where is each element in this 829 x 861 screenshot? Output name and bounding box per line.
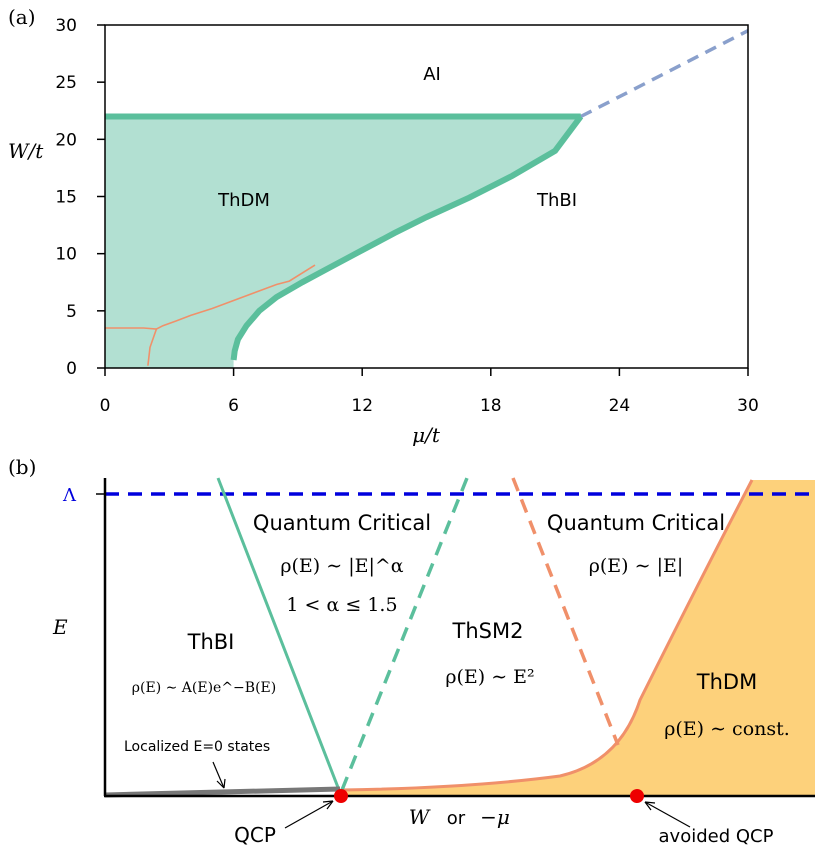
- region-formula-thbi: ρ(E) ∼ A(E)e^−B(E): [132, 680, 276, 696]
- region-title-qc-right: Quantum Critical: [547, 511, 725, 535]
- panel-b-diagram: Λ E W or −μ ThBI ρ(E) ∼ A(E)e^−B(E) Quan…: [52, 477, 815, 847]
- y-tick-label: 0: [66, 359, 77, 379]
- w-axis-label-mu: −μ: [480, 805, 510, 829]
- thdm-orange-fill: [342, 480, 815, 795]
- localized-states-line: [104, 786, 341, 798]
- panel-a-label: (a): [8, 5, 36, 29]
- x-tick-label: 6: [228, 396, 239, 416]
- ai-boundary-dashed-line: [580, 29, 748, 119]
- y-tick-label: 5: [66, 302, 77, 322]
- orange-dashed-boundary: [511, 477, 620, 746]
- teal-solid-boundary: [216, 477, 341, 791]
- avoided-arrow-line: [644, 801, 691, 828]
- x-tick-label: 12: [351, 396, 373, 416]
- localized-states-label: Localized E=0 states: [124, 739, 270, 755]
- qcp-arrow-head: [322, 800, 334, 810]
- y-tick-label: 30: [55, 16, 77, 36]
- cutoff-label: Λ: [62, 485, 77, 506]
- qcp-arrow-line: [284, 800, 334, 829]
- qcp-label: QCP: [234, 823, 276, 847]
- region-formula-thsm2: ρ(E) ∼ E²: [445, 666, 534, 688]
- x-tick-label: 30: [737, 396, 759, 416]
- region-label-thdm: ThDM: [217, 190, 270, 211]
- panel-a-y-axis: 0 5 10 15 20 25 30: [55, 16, 105, 379]
- thin-boundary-line-a: [105, 327, 157, 330]
- panel-b-label: (b): [8, 455, 36, 479]
- thin-boundary-line-b: [147, 264, 316, 366]
- e-axis-label: E: [52, 615, 68, 639]
- panel-a-chart: 0 6 12 18 24 30 0 5 10 15 20 25 30 AI ThDM ThBI μ/t…: [8, 16, 759, 447]
- x-tick-label: 24: [609, 396, 631, 416]
- x-tick-label: 18: [480, 396, 502, 416]
- w-axis-label-w: W: [409, 805, 431, 829]
- w-axis-label-or: or: [447, 808, 466, 829]
- region-formula-qc-right: ρ(E) ∼ |E|: [589, 555, 684, 577]
- region-extra-qc-left: 1 < α ≤ 1.5: [286, 594, 397, 616]
- x-tick-label: 0: [100, 396, 111, 416]
- region-title-thdm: ThDM: [696, 670, 757, 694]
- region-formula-thdm: ρ(E) ∼ const.: [664, 718, 790, 740]
- region-title-thsm2: ThSM2: [452, 619, 524, 643]
- avoided-arrow-head: [644, 801, 656, 811]
- y-axis-label: W/t: [8, 139, 44, 163]
- orange-crossover-curve: [341, 479, 754, 792]
- localized-arrow-head: [216, 778, 226, 789]
- qcp-point: [334, 789, 348, 803]
- y-tick-label: 20: [55, 130, 77, 150]
- panel-a-x-axis: 0 6 12 18 24 30: [100, 368, 759, 416]
- region-title-qc-left: Quantum Critical: [253, 511, 431, 535]
- localized-arrow-line: [212, 761, 225, 789]
- avoided-qcp-label: avoided QCP: [659, 826, 774, 847]
- y-tick-label: 15: [55, 188, 77, 208]
- region-label-ai: AI: [423, 64, 441, 85]
- thdm-thbi-boundary-line: [230, 114, 584, 361]
- region-formula-qc-left: ρ(E) ∼ |E|^α: [280, 555, 403, 577]
- avoided-qcp-point: [630, 789, 644, 803]
- thdm-region-fill: [105, 116, 581, 368]
- y-tick-label: 10: [55, 245, 77, 265]
- teal-dashed-boundary: [340, 477, 469, 791]
- region-label-thbi: ThBI: [536, 190, 577, 211]
- y-tick-label: 25: [55, 73, 77, 93]
- region-title-thbi: ThBI: [187, 630, 235, 654]
- x-axis-label: μ/t: [412, 423, 441, 447]
